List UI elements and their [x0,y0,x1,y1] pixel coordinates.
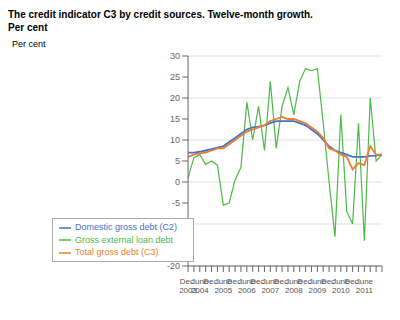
svg-text:20: 20 [170,93,180,103]
svg-text:30: 30 [170,51,180,61]
svg-text:-5: -5 [172,198,180,208]
svg-text:25: 25 [170,72,180,82]
svg-text:15: 15 [170,114,180,124]
svg-text:10: 10 [170,135,180,145]
svg-text:-20: -20 [167,261,180,271]
svg-text:5: 5 [175,156,180,166]
svg-text:-10: -10 [167,219,180,229]
svg-text:-15: -15 [167,240,180,250]
svg-text:June2011: June2011 [356,277,374,296]
svg-text:0: 0 [175,177,180,187]
